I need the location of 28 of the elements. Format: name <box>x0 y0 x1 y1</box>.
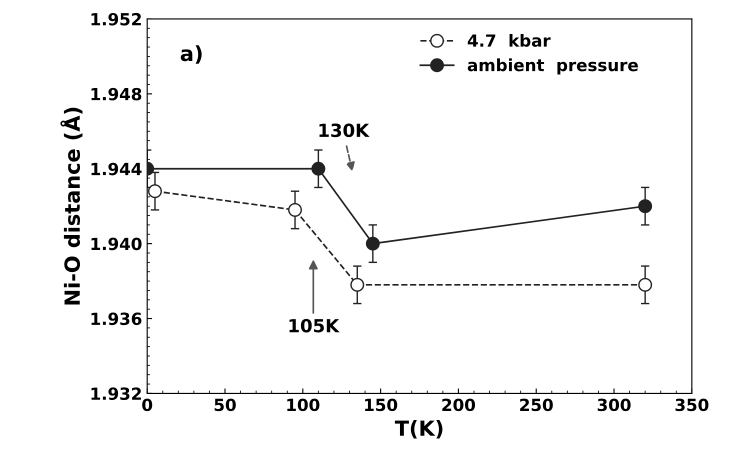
point <box>288 202 302 217</box>
legend-label: 4.7 kbar <box>468 34 551 47</box>
x-tick-label: 350 <box>676 398 708 412</box>
y-tick-label: 1.952 <box>92 12 141 26</box>
annotation: a) <box>180 45 202 64</box>
point <box>638 199 652 214</box>
x-tick-label: 300 <box>598 398 631 412</box>
y-tick-label: 1.944 <box>92 162 142 176</box>
x-tick-label: 250 <box>520 398 553 412</box>
point <box>366 236 380 251</box>
point <box>148 184 162 198</box>
x-tick-label: 200 <box>442 398 476 412</box>
legend-label: ambient pressure <box>468 58 638 75</box>
point <box>350 278 364 292</box>
x-tick-label: 100 <box>287 398 320 412</box>
annotation: 130K <box>319 124 370 138</box>
y-tick-label: 1.936 <box>92 312 142 326</box>
y-tick-label: 1.948 <box>92 88 142 100</box>
x-tick-label: 150 <box>365 398 398 412</box>
y-tick-label: 1.932 <box>92 387 141 400</box>
annotation: 105K <box>290 318 340 333</box>
point <box>638 278 652 292</box>
y-tick-label: 1.940 <box>92 238 142 250</box>
y-axis-title: Ni-O distance (Å) <box>60 108 82 304</box>
x-axis-title: T(K) <box>394 420 442 439</box>
x-tick-label: 50 <box>214 398 236 412</box>
x-tick-label: 0 <box>142 398 152 412</box>
point <box>311 162 326 176</box>
